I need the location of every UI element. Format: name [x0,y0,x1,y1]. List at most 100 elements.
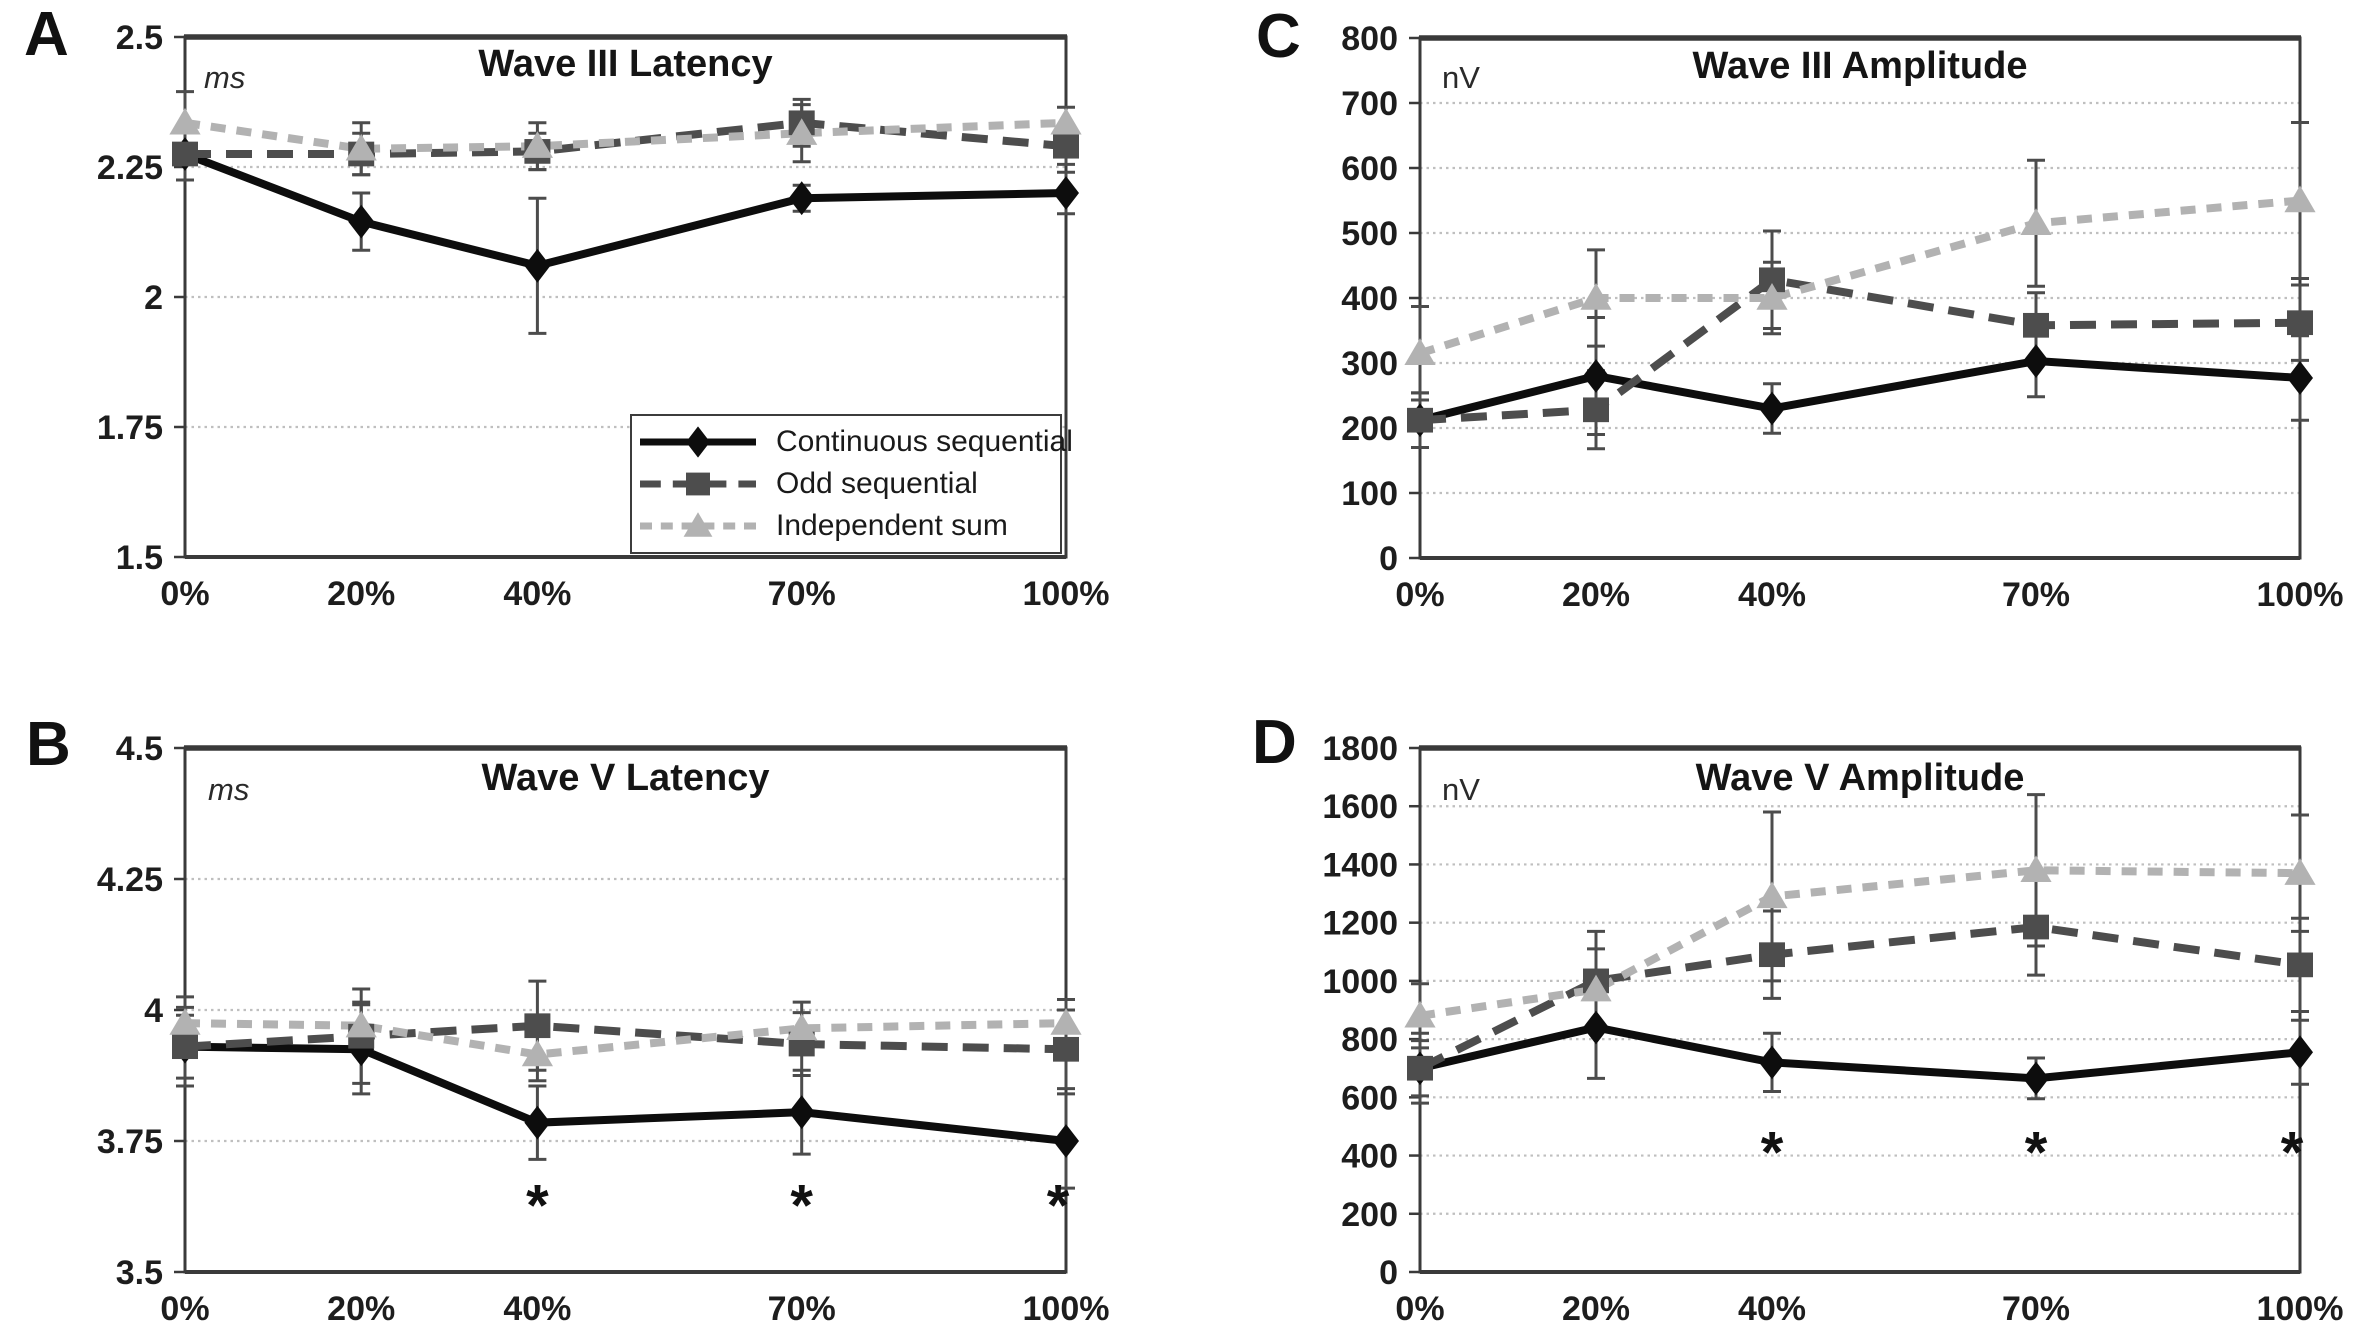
chart-title-d: Wave V Amplitude [1695,757,2025,799]
x-tick-label: 40% [1738,576,1806,614]
y-unit-label-c: nV [1442,60,1480,95]
x-tick-label: 100% [1023,1290,1110,1328]
x-tick-label: 70% [2002,1290,2070,1328]
panel-label-b: B [26,710,71,779]
x-tick-label: 20% [1562,1290,1630,1328]
x-tick-label: 40% [503,1290,571,1328]
y-tick-label: 1.75 [97,409,163,447]
significance-asterisk: * [526,1174,549,1239]
y-unit-label-d: nV [1442,772,1480,807]
significance-asterisk: * [790,1174,813,1239]
triangle-marker [2284,185,2316,213]
diamond-marker [788,181,815,216]
triangle-marker [786,1013,818,1041]
square-marker [172,141,198,167]
significance-asterisk: * [2025,1120,2048,1185]
significance-asterisk: * [1761,1120,1784,1185]
x-tick-label: 100% [2257,1290,2344,1328]
x-tick-label: 0% [1395,576,1444,614]
significance-asterisk: * [1047,1174,1070,1239]
y-tick-label: 3.5 [116,1254,163,1292]
y-tick-label: 0 [1379,1254,1398,1292]
square-marker [172,1034,198,1060]
y-tick-label: 400 [1341,1138,1398,1176]
y-tick-label: 1400 [1322,846,1398,884]
triangle-marker [1756,283,1788,310]
chart-title-b: Wave V Latency [481,757,770,799]
significance-asterisk: * [2281,1120,2304,1185]
y-tick-label: 3.75 [97,1123,163,1161]
triangle-marker [345,133,377,161]
x-tick-label: 70% [768,1290,836,1328]
diamond-marker [1759,391,1785,426]
y-tick-label: 2.5 [116,19,163,57]
y-tick-label: 100 [1341,475,1398,513]
y-tick-label: 600 [1341,1079,1398,1117]
legend-line-diamond-icon [640,426,756,458]
triangle-marker [1580,974,1612,1002]
triangle-marker [1580,283,1612,310]
y-tick-label: 4.25 [97,861,163,899]
diamond-marker [2287,1035,2313,1070]
diamond-marker [1759,1045,1785,1080]
series-line-triangle [184,1019,1067,1059]
series-line-triangle [184,118,1067,153]
square-marker-legend [686,472,710,496]
legend-label: Odd sequential [776,467,978,500]
diamond-marker [524,248,551,283]
legend-label: Continuous sequential [776,425,1073,458]
y-tick-label: 1000 [1322,963,1398,1001]
square-marker [2287,310,2313,336]
chart-c: 800 700 600 500 400 300 200 100 00% 20% 40% 70% 100% [1341,20,2343,614]
y-tick-label: 0 [1379,540,1398,578]
chart-title-c: Wave III Amplitude [1692,45,2028,87]
diamond-marker [2287,361,2313,395]
x-tick-label: 70% [768,575,836,613]
x-tick-label: 100% [1023,575,1110,613]
legend: Continuous sequential Odd sequential Ind… [630,414,1073,554]
triangle-marker [2284,858,2316,885]
y-tick-label: 200 [1341,410,1398,448]
square-marker [2023,914,2049,940]
triangle-marker [1050,1008,1082,1035]
chart-title-a: Wave III Latency [478,43,773,85]
diamond-marker [1583,1010,1609,1045]
legend-line-triangle-icon [640,512,756,537]
y-tick-label: 200 [1341,1196,1398,1234]
y-tick-label: 400 [1341,280,1398,318]
triangle-marker [345,1010,377,1038]
x-tick-label: 40% [1738,1290,1806,1328]
x-tick-label: 20% [327,1290,395,1328]
y-unit-label-b: ms [208,772,250,807]
square-marker [2287,952,2313,978]
y-tick-label: 600 [1341,150,1398,188]
diamond-marker [524,1105,551,1140]
panel-label-a: A [24,0,69,69]
y-tick-label: 1800 [1322,730,1398,768]
legend-entry-independent-sum: Independent sum [638,505,1054,547]
x-tick-label: 100% [2257,576,2344,614]
y-tick-label: 2 [144,279,163,317]
legend-entry-odd-sequential: Odd sequential [638,463,1054,505]
square-marker [1407,1055,1433,1081]
square-marker [1583,397,1609,423]
diamond-marker [348,204,375,239]
chart-b: 4.5 4.25 4 3.75 3.50% 20% 40% 70% 100% * * * [97,730,1110,1328]
panel-label-d: D [1252,708,1297,777]
plot-border [1418,746,2302,1274]
legend-line-square-icon [640,472,756,496]
x-tick-label: 20% [327,575,395,613]
triangle-marker [1756,881,1788,909]
triangle-marker [169,1008,201,1035]
square-marker [1053,133,1079,159]
square-marker [1053,1036,1079,1062]
square-marker [524,1013,551,1039]
y-tick-label: 4 [144,992,163,1030]
x-tick-label: 20% [1562,576,1630,614]
triangle-marker [169,107,201,135]
triangle-marker [1404,338,1436,365]
x-tick-label: 40% [503,575,571,613]
diamond-marker [1583,359,1609,393]
triangle-marker [2020,208,2052,235]
